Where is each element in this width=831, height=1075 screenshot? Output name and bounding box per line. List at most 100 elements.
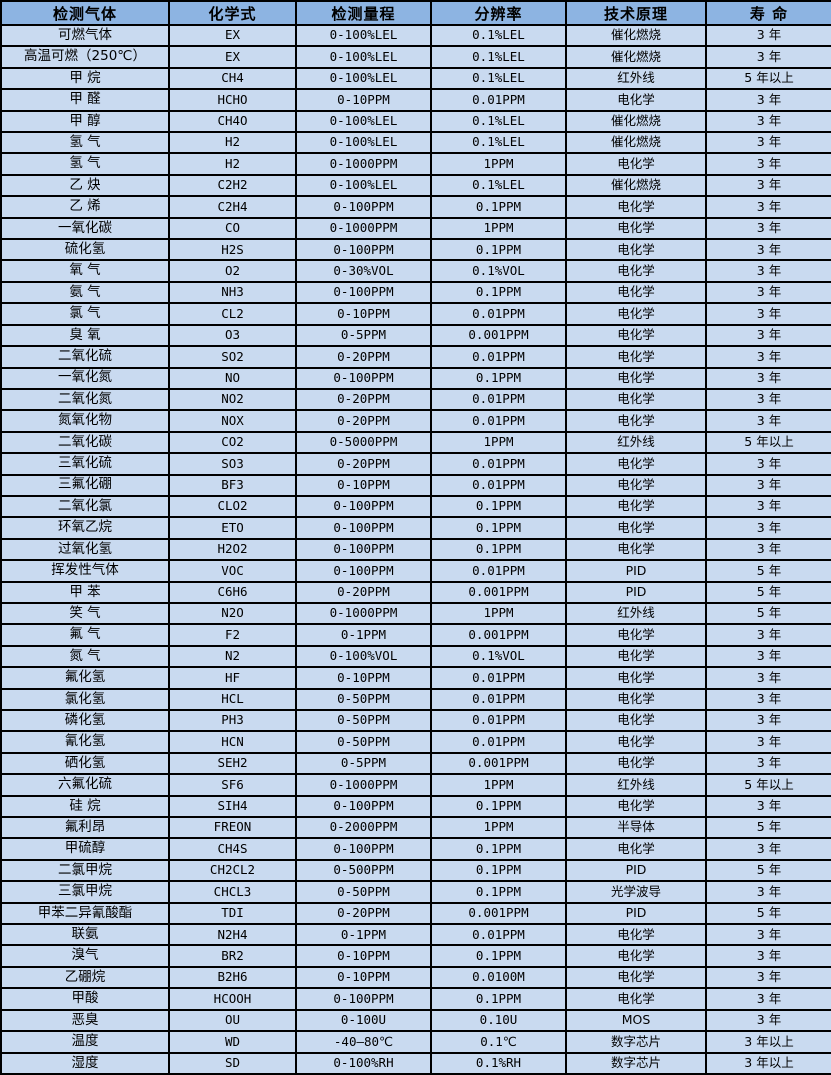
lifespan-cell: 5 年以上 [705, 66, 831, 91]
gas-name-cell: 温度 [0, 1030, 170, 1054]
range-cell: 0-10PPM [295, 302, 432, 326]
resolution-cell: 1PPM [430, 773, 567, 797]
principle-cell: 电化学 [565, 965, 707, 990]
gas-name-cell: 氰化氢 [0, 730, 170, 754]
gas-name-cell: 环氧乙烷 [0, 516, 170, 540]
table-row: 氟利昂 FREON 0-2000PPM 1PPM 半导体 5 年 [0, 816, 831, 840]
column-header-gas: 检测气体 [0, 0, 170, 26]
lifespan-cell: 5 年以上 [705, 773, 831, 797]
lifespan-cell: 3 年 [705, 323, 831, 348]
formula-cell: NOX [168, 409, 297, 433]
principle-cell: 催化燃烧 [565, 131, 707, 155]
principle-cell: 光学波导 [565, 880, 707, 904]
range-cell: 0-100PPM [295, 366, 432, 390]
lifespan-cell: 3 年 [705, 537, 831, 562]
principle-cell: 电化学 [565, 837, 707, 861]
table-row: 恶臭 OU 0-100U 0.10U MOS 3 年 [0, 1008, 831, 1033]
column-header-lifespan: 寿 命 [705, 0, 831, 26]
resolution-cell: 0.1PPM [430, 987, 567, 1011]
formula-cell: VOC [168, 559, 297, 583]
lifespan-cell: 3 年 [705, 730, 831, 754]
formula-cell: C6H6 [168, 580, 297, 604]
lifespan-cell: 3 年 [705, 965, 831, 990]
range-cell: 0-100PPM [295, 987, 432, 1011]
resolution-cell: 0.01PPM [430, 923, 567, 947]
resolution-cell: 0.1PPM [430, 944, 567, 968]
principle-cell: 催化燃烧 [565, 173, 707, 198]
table-row: 乙 炔 C2H2 0-100%LEL 0.1%LEL 催化燃烧 3 年 [0, 173, 831, 198]
table-row: 二氧化氯 CLO2 0-100PPM 0.1PPM 电化学 3 年 [0, 494, 831, 519]
lifespan-cell: 3 年 [705, 794, 831, 819]
principle-cell: 电化学 [565, 366, 707, 390]
lifespan-cell: 3 年 [705, 131, 831, 155]
resolution-cell: 0.1PPM [430, 280, 567, 305]
formula-cell: N2O [168, 601, 297, 626]
resolution-cell: 0.10U [430, 1008, 567, 1033]
header-row: 检测气体 化学式 检测量程 分辨率 技术原理 寿 命 [0, 0, 831, 26]
lifespan-cell: 3 年 [705, 944, 831, 968]
formula-cell: CLO2 [168, 494, 297, 519]
gas-name-cell: 湿度 [0, 1051, 170, 1075]
range-cell: 0-5000PPM [295, 430, 432, 455]
lifespan-cell: 3 年以上 [705, 1051, 831, 1075]
gas-name-cell: 甲 醛 [0, 88, 170, 112]
gas-name-cell: 联氨 [0, 923, 170, 947]
gas-name-cell: 氯 气 [0, 302, 170, 326]
gas-name-cell: 恶臭 [0, 1008, 170, 1033]
table-row: 二氧化硫 SO2 0-20PPM 0.01PPM 电化学 3 年 [0, 345, 831, 369]
formula-cell: H2 [168, 131, 297, 155]
range-cell: 0-1000PPM [295, 601, 432, 626]
table-row: 硒化氢 SEH2 0-5PPM 0.001PPM 电化学 3 年 [0, 751, 831, 776]
lifespan-cell: 3 年 [705, 45, 831, 69]
table-row: 甲 醛 HCHO 0-10PPM 0.01PPM 电化学 3 年 [0, 88, 831, 112]
range-cell: 0-1PPM [295, 623, 432, 647]
range-cell: 0-100%LEL [295, 66, 432, 91]
gas-name-cell: 臭 氧 [0, 323, 170, 348]
range-cell: 0-100PPM [295, 195, 432, 219]
table-row: 溴气 BR2 0-10PPM 0.1PPM 电化学 3 年 [0, 944, 831, 968]
formula-cell: C2H4 [168, 195, 297, 219]
resolution-cell: 0.01PPM [430, 88, 567, 112]
table-row: 二氧化氮 NO2 0-20PPM 0.01PPM 电化学 3 年 [0, 387, 831, 412]
gas-name-cell: 氢 气 [0, 152, 170, 176]
gas-name-cell: 硅 烷 [0, 794, 170, 819]
gas-name-cell: 硒化氢 [0, 751, 170, 776]
resolution-cell: 0.01PPM [430, 387, 567, 412]
table-row: 硅 烷 SIH4 0-100PPM 0.1PPM 电化学 3 年 [0, 794, 831, 819]
lifespan-cell: 5 年 [705, 580, 831, 604]
formula-cell: BF3 [168, 473, 297, 497]
gas-name-cell: 六氟化硫 [0, 773, 170, 797]
principle-cell: 电化学 [565, 708, 707, 733]
table-row: 三氧化硫 SO3 0-20PPM 0.01PPM 电化学 3 年 [0, 452, 831, 476]
table-row: 甲 苯 C6H6 0-20PPM 0.001PPM PID 5 年 [0, 580, 831, 604]
principle-cell: 电化学 [565, 88, 707, 112]
gas-name-cell: 二氧化硫 [0, 345, 170, 369]
gas-name-cell: 乙硼烷 [0, 965, 170, 990]
range-cell: 0-20PPM [295, 901, 432, 926]
lifespan-cell: 3 年 [705, 923, 831, 947]
formula-cell: NO2 [168, 387, 297, 412]
gas-name-cell: 甲酸 [0, 987, 170, 1011]
lifespan-cell: 3 年 [705, 1008, 831, 1033]
lifespan-cell: 5 年 [705, 559, 831, 583]
principle-cell: MOS [565, 1008, 707, 1033]
range-cell: 0-20PPM [295, 580, 432, 604]
table-row: 氟 气 F2 0-1PPM 0.001PPM 电化学 3 年 [0, 623, 831, 647]
gas-name-cell: 一氧化碳 [0, 216, 170, 241]
resolution-cell: 0.001PPM [430, 623, 567, 647]
gas-name-cell: 二氯甲烷 [0, 858, 170, 883]
lifespan-cell: 3 年 [705, 644, 831, 669]
principle-cell: 电化学 [565, 452, 707, 476]
principle-cell: 电化学 [565, 987, 707, 1011]
table-row: 硫化氢 H2S 0-100PPM 0.1PPM 电化学 3 年 [0, 238, 831, 262]
resolution-cell: 0.1PPM [430, 366, 567, 390]
principle-cell: 电化学 [565, 923, 707, 947]
resolution-cell: 0.1%RH [430, 1051, 567, 1075]
gas-name-cell: 三氯甲烷 [0, 880, 170, 904]
principle-cell: 数字芯片 [565, 1051, 707, 1075]
formula-cell: SO3 [168, 452, 297, 476]
range-cell: 0-100PPM [295, 238, 432, 262]
principle-cell: 电化学 [565, 387, 707, 412]
principle-cell: 电化学 [565, 238, 707, 262]
